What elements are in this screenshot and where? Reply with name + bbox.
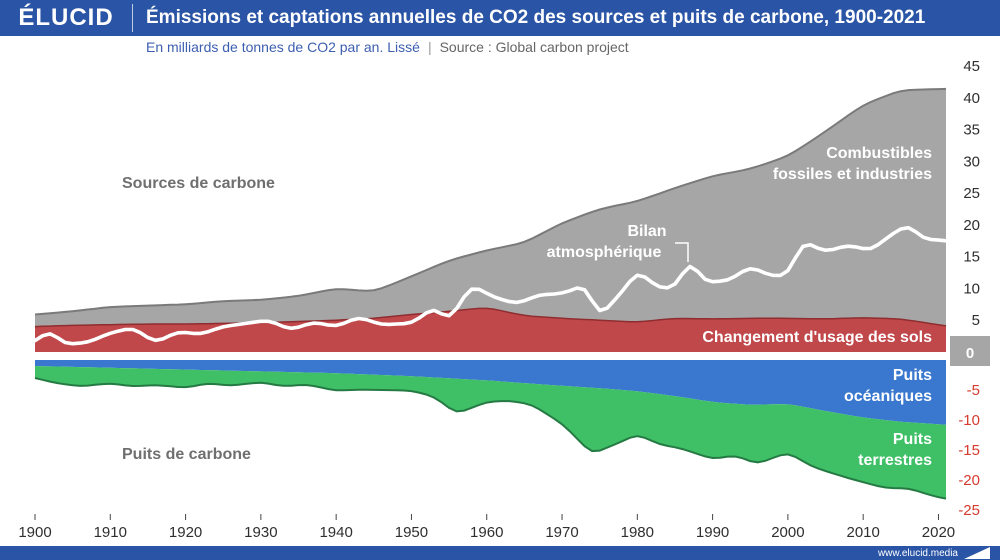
area-land-sink: [35, 366, 946, 499]
zero-tick-box: [950, 336, 990, 366]
label-land-sink: Puits: [893, 431, 932, 448]
y-tick-label: -25: [958, 502, 980, 519]
label-land-sink: terrestres: [858, 452, 932, 469]
label-fossil-industries: Combustibles: [826, 145, 932, 162]
balance-leader-line: [675, 242, 689, 262]
x-tick-label: 1970: [545, 524, 578, 541]
y-tick-label: 15: [963, 249, 980, 266]
subtitle-unit: En milliards de tonnes de CO2 par an. Li…: [146, 39, 420, 55]
x-tick-label: 1900: [18, 524, 51, 541]
header-bar: ÉLUCID Émissions et captations annuelles…: [0, 0, 1000, 36]
y-tick-label: -15: [958, 442, 980, 459]
label-ocean-sink: Puits: [893, 367, 932, 384]
y-tick-label: -20: [958, 472, 980, 489]
label-land-use-change: Changement d'usage des sols: [702, 329, 932, 346]
y-tick-label: 35: [963, 122, 980, 139]
x-tick-label: 1990: [696, 524, 729, 541]
x-tick-label: 1940: [319, 524, 352, 541]
line-land-use-top: [34, 307, 947, 328]
elucid-logo[interactable]: ÉLUCID: [18, 4, 114, 31]
y-tick-label: 0: [966, 345, 974, 362]
line-land-sink-bottom: [34, 377, 947, 500]
label-atmospheric-balance: Bilan: [627, 223, 666, 240]
x-tick-label: 1960: [470, 524, 503, 541]
x-tick-label: 2000: [771, 524, 804, 541]
y-tick-label: -5: [967, 382, 980, 399]
footer-bar: www.elucid.media: [0, 546, 1000, 560]
y-tick-label: -10: [958, 412, 980, 429]
x-tick-label: 1910: [94, 524, 127, 541]
x-tick-label: 1950: [395, 524, 428, 541]
site-url[interactable]: www.elucid.media: [877, 547, 958, 559]
subtitle-source: Source : Global carbon project: [439, 39, 629, 55]
chart-subtitle: En milliards de tonnes de CO2 par an. Li…: [146, 38, 629, 56]
area-ocean-sink: [35, 360, 946, 425]
x-tick-label: 2010: [846, 524, 879, 541]
line-atmospheric-balance: [33, 225, 948, 346]
label-atmospheric-balance: atmosphérique: [547, 244, 662, 261]
subtitle-separator: |: [427, 39, 432, 55]
label-fossil-industries: fossiles et industries: [773, 166, 932, 183]
chart-area: -25 -20 -15 -10 -5 0 5 10 15 20 25 30 35 40 45 1900 1910…: [18, 58, 990, 541]
y-tick-label: 20: [963, 217, 980, 234]
sinks-group-label: Puits de carbone: [122, 446, 251, 463]
y-tick-label: 30: [963, 153, 980, 170]
label-ocean-sink: océaniques: [844, 388, 932, 405]
y-tick-label: 25: [963, 185, 980, 202]
y-tick-label: 45: [963, 58, 980, 75]
y-tick-label: 40: [963, 90, 980, 107]
elucid-mark-icon: [964, 547, 990, 559]
chart-title: Émissions et captations annuelles de CO2…: [146, 7, 926, 28]
line-fossil-top: [34, 87, 947, 316]
x-tick-label: 1920: [169, 524, 202, 541]
sources-group-label: Sources de carbone: [122, 175, 275, 192]
x-tick-label: 1980: [621, 524, 654, 541]
x-tick-label: 2020: [922, 524, 955, 541]
y-tick-label: 5: [972, 312, 980, 329]
logo-divider: [132, 4, 133, 32]
x-tick-label: 1930: [244, 524, 277, 541]
area-fossil-industries: [35, 88, 946, 327]
y-tick-label: 10: [963, 280, 980, 297]
